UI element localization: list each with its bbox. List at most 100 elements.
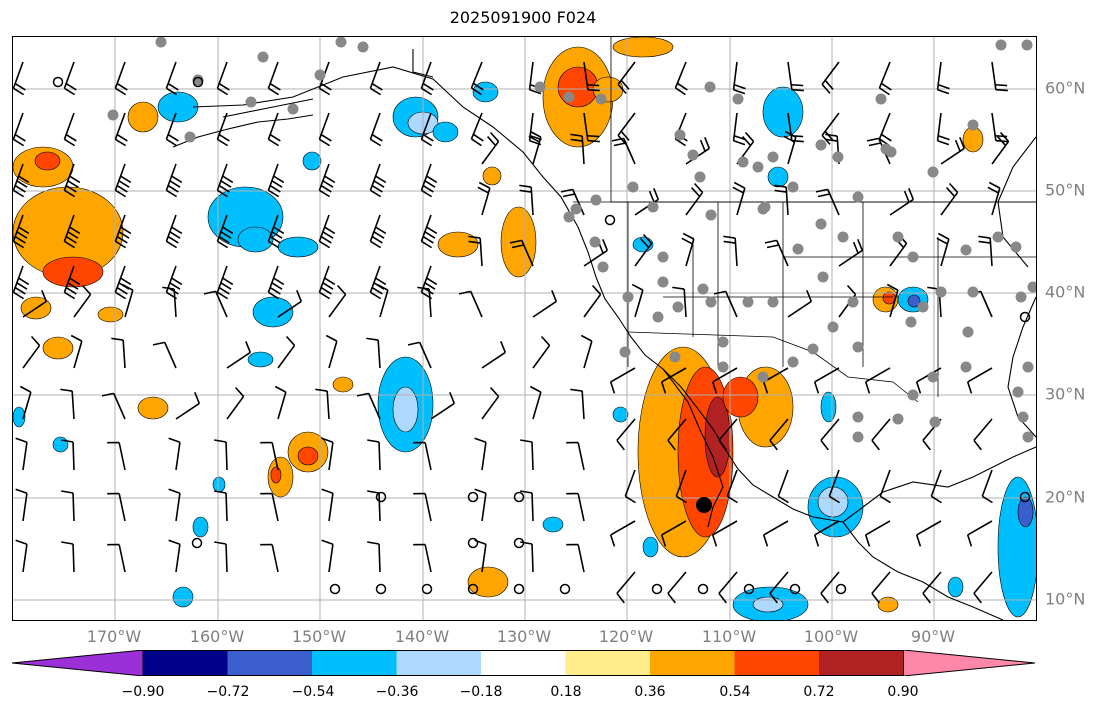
wind-barb <box>566 441 585 471</box>
barb-feather <box>820 439 829 451</box>
barb-feather <box>718 439 727 451</box>
barb-feather <box>675 138 686 147</box>
barb-feather <box>639 238 650 249</box>
station-dot <box>595 93 607 105</box>
barb-staff <box>871 571 891 594</box>
wind-barb <box>978 235 993 267</box>
barb-feather <box>570 388 583 392</box>
barb-feather <box>660 381 667 394</box>
barb-staff <box>22 344 41 369</box>
barb-feather <box>14 184 26 193</box>
anomaly-region <box>752 596 784 613</box>
barb-feather <box>981 495 993 504</box>
barb-staff <box>124 289 134 318</box>
barb-feather <box>733 181 746 189</box>
barb-feather <box>422 82 434 91</box>
barb-feather <box>167 133 179 142</box>
barb-staff <box>532 300 557 318</box>
barb-feather <box>115 240 127 249</box>
anomaly-region <box>212 476 226 493</box>
barb-feather <box>540 335 551 346</box>
wind-barb <box>63 112 77 147</box>
calm-circle <box>1019 491 1031 503</box>
calm-circle <box>1019 311 1031 323</box>
storm-center-marker <box>696 497 712 513</box>
barb-staff <box>63 112 75 140</box>
barb-feather <box>422 235 434 244</box>
wind-barb <box>369 112 383 147</box>
barb-feather <box>274 385 287 393</box>
barb-feather <box>324 277 336 286</box>
barb-staff <box>424 442 432 471</box>
barb-feather <box>675 87 686 96</box>
barb-staff <box>581 391 585 420</box>
station-dot <box>742 296 754 308</box>
wind-barb <box>529 385 542 420</box>
wind-barb <box>777 469 789 504</box>
barb-feather <box>995 83 1008 87</box>
station-dot <box>657 276 669 288</box>
wind-barb <box>580 334 593 369</box>
calm-circle <box>329 583 341 595</box>
wind-barb <box>879 469 891 504</box>
anomaly-region <box>172 586 194 608</box>
barb-feather <box>61 439 74 443</box>
wind-barb <box>769 571 789 604</box>
barb-feather <box>371 82 383 91</box>
barb-feather <box>319 138 331 147</box>
station-dot <box>1027 281 1036 293</box>
station-dot <box>892 231 904 243</box>
barb-feather <box>268 138 280 147</box>
wind-barb <box>114 214 132 249</box>
coastline <box>662 368 724 528</box>
anomaly-region <box>332 376 354 393</box>
barb-staff <box>930 469 942 497</box>
barb-feather <box>271 180 283 188</box>
barb-staff <box>73 340 83 369</box>
barb-feather <box>820 592 829 604</box>
barb-feather <box>13 240 25 249</box>
barb-staff <box>820 418 840 441</box>
calm-circle <box>835 583 847 595</box>
barb-feather <box>426 226 438 235</box>
wind-barb <box>681 232 695 267</box>
barb-staff <box>577 493 585 522</box>
station-dot <box>287 103 299 115</box>
barb-feather <box>220 180 232 188</box>
barb-feather <box>64 291 76 300</box>
wind-barb <box>367 541 381 573</box>
barb-staff <box>225 441 228 471</box>
barb-feather <box>520 439 533 443</box>
calm-circle <box>513 537 525 549</box>
wind-barb <box>101 392 126 420</box>
station-dot <box>767 151 779 163</box>
barb-staff <box>667 571 687 594</box>
barb-feather <box>101 392 114 397</box>
barb-feather <box>945 187 956 198</box>
barb-staff <box>215 291 228 318</box>
calm-circle <box>651 583 663 595</box>
station-dot <box>335 37 347 48</box>
barb-feather <box>69 277 81 286</box>
barb-staff <box>661 520 687 536</box>
colorbar-tick: 0.18 <box>550 684 582 700</box>
wind-barb <box>63 61 77 96</box>
barb-feather <box>325 334 338 342</box>
station-dot <box>155 37 167 48</box>
barb-feather <box>370 291 382 300</box>
barb-feather <box>936 237 948 245</box>
barb-feather <box>978 240 991 244</box>
barb-staff <box>424 544 432 573</box>
barb-feather <box>166 87 178 96</box>
barb-feather <box>817 193 830 198</box>
station-dot <box>905 316 917 328</box>
barb-staff <box>216 61 228 89</box>
wind-barb <box>13 265 30 300</box>
anomaly-region <box>947 576 964 598</box>
wind-barb <box>420 163 438 198</box>
anomaly-region <box>237 226 274 253</box>
wind-barb <box>321 437 334 471</box>
barb-staff <box>481 442 487 471</box>
lat-label-30n: 30°N <box>1045 384 1086 404</box>
wind-barb <box>732 112 746 146</box>
